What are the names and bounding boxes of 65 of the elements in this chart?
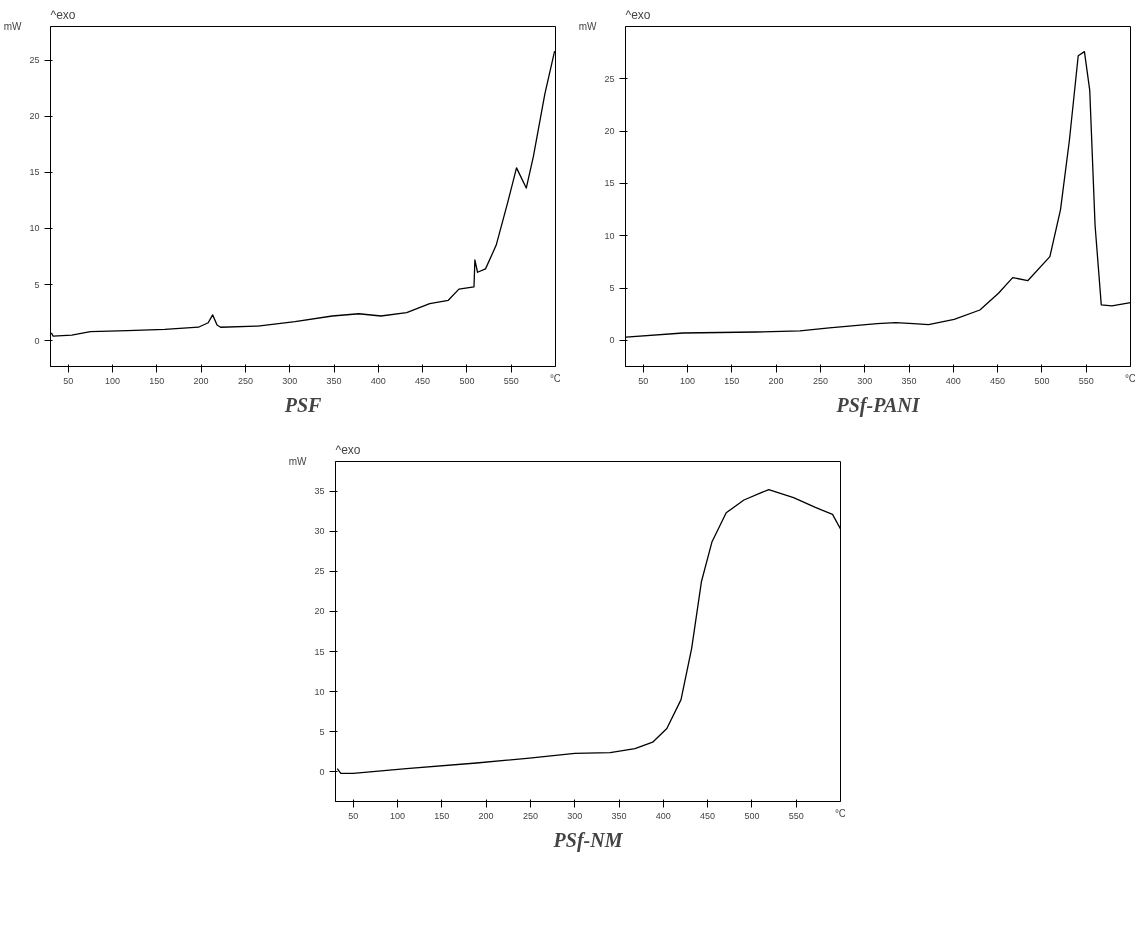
x-axis-title: °C: [1124, 372, 1137, 384]
x-tick-label: 350: [901, 375, 917, 386]
x-tick-label: 100: [105, 375, 121, 386]
text: ^exo: [625, 7, 651, 22]
x-tick-label: 50: [63, 375, 74, 386]
x-tick-label: 350: [611, 810, 627, 821]
y-tick-label: 5: [609, 283, 615, 294]
x-tick-label: 50: [638, 375, 649, 386]
x-tick-label: 500: [459, 375, 475, 386]
text: ^exo: [50, 7, 76, 22]
y-tick-label: 15: [314, 646, 325, 657]
x-tick-label: 350: [326, 375, 342, 386]
y-tick-label: 20: [29, 111, 40, 122]
x-tick-label: 400: [655, 810, 671, 821]
x-tick-label: 150: [724, 375, 740, 386]
y-tick-label: 25: [29, 55, 40, 66]
y-tick-label: 10: [314, 686, 325, 697]
y-tick-label: 5: [319, 726, 325, 737]
y-tick-label: 10: [604, 230, 615, 241]
x-tick-label: 550: [503, 375, 519, 386]
y-tick-label: 25: [314, 566, 325, 577]
text: PSf-PANI: [835, 393, 921, 417]
y-axis-title: mW: [578, 21, 598, 32]
x-tick-label: 300: [567, 810, 583, 821]
text: ^exo: [335, 442, 361, 457]
y-tick-label: 0: [609, 335, 615, 346]
y-tick-label: 5: [34, 279, 40, 290]
x-tick-label: 300: [857, 375, 873, 386]
x-tick-label: 300: [282, 375, 298, 386]
y-tick-label: 0: [319, 766, 325, 777]
x-tick-label: 450: [415, 375, 431, 386]
x-tick-label: 400: [945, 375, 961, 386]
x-axis-title: °C: [834, 807, 847, 819]
y-tick-label: 30: [314, 526, 325, 537]
x-tick-label: 500: [1034, 375, 1050, 386]
text: PSF: [283, 393, 322, 416]
x-tick-label: 100: [680, 375, 696, 386]
x-tick-label: 50: [348, 810, 359, 821]
y-axis-title: mW: [3, 21, 23, 32]
y-tick-label: 15: [29, 167, 40, 178]
x-tick-label: 200: [193, 375, 209, 386]
x-tick-label: 500: [744, 810, 760, 821]
y-tick-label: 15: [604, 178, 615, 189]
y-axis-title: mW: [288, 456, 308, 467]
y-tick-label: 35: [314, 486, 325, 497]
x-tick-label: 200: [478, 810, 494, 821]
x-tick-label: 400: [370, 375, 386, 386]
x-tick-label: 100: [390, 810, 406, 821]
y-tick-label: 10: [29, 223, 40, 234]
x-tick-label: 200: [768, 375, 784, 386]
y-tick-label: 0: [34, 335, 40, 346]
x-tick-label: 450: [990, 375, 1006, 386]
x-axis-title: °C: [549, 372, 562, 384]
y-tick-label: 20: [604, 126, 615, 137]
x-tick-label: 250: [237, 375, 253, 386]
y-tick-label: 25: [604, 73, 615, 84]
x-tick-label: 450: [700, 810, 716, 821]
y-tick-label: 20: [314, 606, 325, 617]
x-tick-label: 150: [434, 810, 450, 821]
x-tick-label: 150: [149, 375, 165, 386]
x-tick-label: 550: [1078, 375, 1094, 386]
x-tick-label: 250: [522, 810, 538, 821]
x-tick-label: 250: [812, 375, 828, 386]
x-tick-label: 550: [788, 810, 804, 821]
text: PSf-NM: [552, 828, 624, 852]
